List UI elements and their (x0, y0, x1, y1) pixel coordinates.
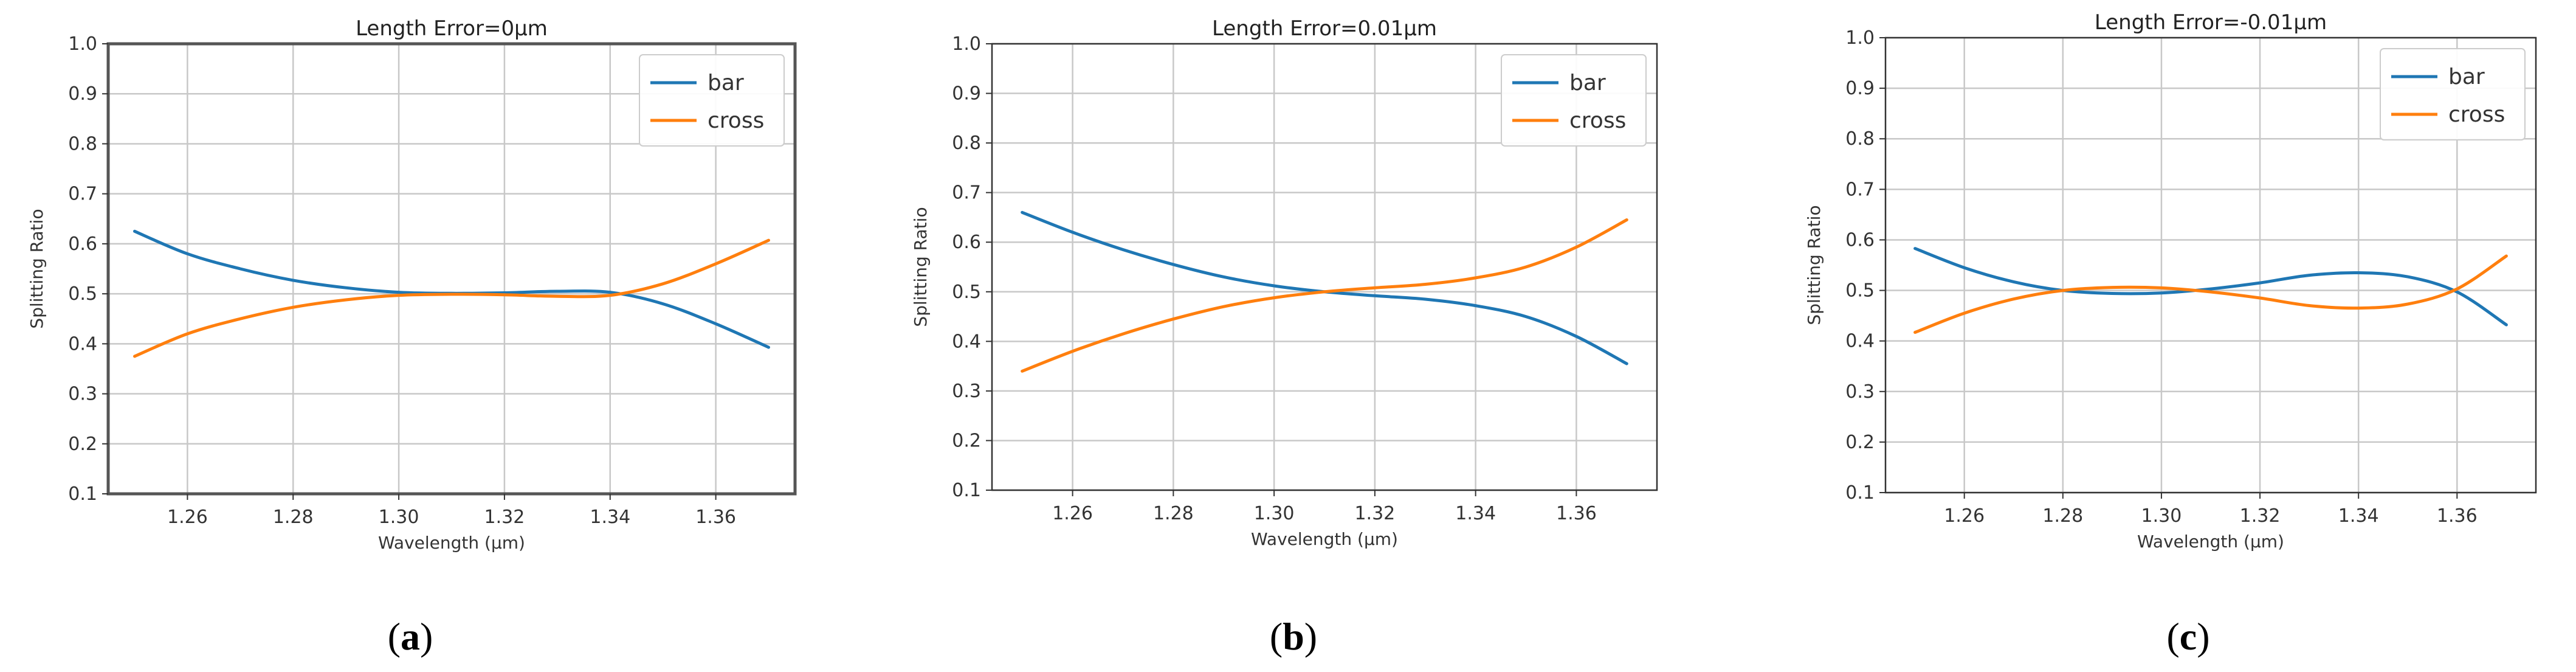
legend-label-bar: bar (2448, 64, 2485, 89)
y-tick-label: 0.1 (952, 480, 981, 501)
y-tick-label: 0.3 (1845, 381, 1875, 403)
x-tick-label: 1.28 (1153, 503, 1194, 524)
x-tick-label: 1.30 (2141, 505, 2182, 527)
x-tick-label: 1.28 (2042, 505, 2083, 527)
y-tick-label: 0.7 (1845, 179, 1875, 200)
series-line-cross (1021, 218, 1628, 373)
panel-label-letter: b (1283, 615, 1304, 658)
panel-label-open: ( (1270, 615, 1283, 658)
y-tick-label: 0.5 (952, 282, 981, 303)
x-tick-label: 1.32 (484, 507, 525, 528)
y-axis-label: Splitting Ratio (27, 209, 47, 328)
y-tick-label: 0.6 (952, 232, 981, 253)
x-tick-label: 1.32 (1354, 503, 1395, 524)
y-tick-label: 0.6 (1845, 229, 1875, 251)
x-tick-label: 1.26 (1052, 503, 1093, 524)
legend: bar cross (1501, 54, 1647, 147)
y-tick-label: 0.6 (68, 234, 97, 255)
x-tick-label: 1.34 (1455, 503, 1496, 524)
panel-label-open: ( (2166, 615, 2179, 658)
y-tick-label: 0.3 (68, 384, 97, 405)
series-line-bar (1913, 247, 2508, 327)
panel-label-open: ( (388, 615, 401, 658)
y-tick-label: 0.8 (952, 133, 981, 154)
legend: bar cross (2380, 48, 2526, 140)
chart-title: Length Error=0.01μm (1212, 16, 1437, 41)
y-tick-label: 0.1 (1845, 482, 1875, 504)
y-tick-label: 0.7 (952, 182, 981, 204)
chart-panel-b: 1.26 1.28 1.30 1.32 1.34 1.36 0.1 0.2 0.3 0.4 0.5 0… (911, 16, 1658, 658)
series-line-cross (133, 238, 770, 358)
y-tick-label: 1.0 (68, 33, 97, 55)
y-tick-label: 0.9 (1845, 78, 1875, 99)
panel-label-letter: c (2180, 615, 2197, 658)
legend-label-bar: bar (1569, 71, 1606, 95)
legend-box (639, 54, 785, 147)
y-tick-label: 0.5 (68, 283, 97, 305)
panel-label-letter: a (401, 615, 420, 658)
chart-panel-c: 1.26 1.28 1.30 1.32 1.34 1.36 0.1 0.2 0.3 0.4 0.5 0… (1804, 10, 2537, 658)
series-line-cross (1913, 254, 2508, 334)
y-tick-label: 0.3 (952, 381, 981, 402)
legend-label-cross: cross (2448, 102, 2505, 127)
axes-frame (106, 42, 797, 496)
y-tick-label: 0.7 (68, 184, 97, 205)
x-tick-label: 1.32 (2240, 505, 2281, 527)
x-tick-label: 1.26 (1944, 505, 1985, 527)
y-tick-label: 0.2 (68, 434, 97, 455)
legend-box (1501, 54, 1647, 147)
y-tick-label: 0.4 (952, 331, 981, 352)
legend: bar cross (639, 54, 785, 147)
chart-panel-a: 1.26 1.28 1.30 1.32 1.34 1.36 0.1 0.2 0.3 0.4 0.5 0… (27, 16, 797, 658)
legend-label-cross: cross (1569, 108, 1626, 133)
panel-label-close: ) (2197, 615, 2209, 658)
x-axis-label: Wavelength (μm) (2137, 532, 2284, 552)
y-tick-label: 1.0 (1845, 27, 1875, 49)
legend-label-cross: cross (708, 108, 764, 133)
y-tick-label: 0.4 (1845, 331, 1875, 352)
x-tick-label: 1.34 (2338, 505, 2379, 527)
x-tick-label: 1.34 (590, 507, 630, 528)
y-tick-label: 0.8 (68, 133, 97, 154)
x-axis-label: Wavelength (μm) (378, 533, 525, 553)
x-tick-label: 1.36 (2437, 505, 2478, 527)
x-tick-label: 1.36 (1556, 503, 1597, 524)
x-axis-label: Wavelength (μm) (1251, 529, 1398, 549)
panel-label: (b) (1270, 615, 1317, 658)
y-tick-label: 1.0 (952, 33, 981, 55)
panel-label: (a) (388, 615, 433, 658)
x-tick-label: 1.30 (1254, 503, 1295, 524)
axes-frame (991, 43, 1658, 491)
y-axis-label: Splitting Ratio (911, 207, 931, 327)
x-tick-label: 1.36 (695, 507, 736, 528)
panel-label-close: ) (1304, 615, 1317, 658)
y-tick-label: 0.9 (952, 83, 981, 105)
y-axis-label: Splitting Ratio (1804, 205, 1824, 325)
y-tick-label: 0.9 (68, 83, 97, 105)
chart-title: Length Error=0μm (356, 16, 548, 41)
y-tick-label: 0.2 (952, 430, 981, 451)
y-tick-label: 0.5 (1845, 280, 1875, 302)
x-tick-label: 1.26 (167, 507, 208, 528)
y-tick-label: 0.4 (68, 333, 97, 355)
x-tick-label: 1.28 (273, 507, 314, 528)
y-tick-label: 0.1 (68, 483, 97, 505)
chart-title: Length Error=-0.01μm (2095, 10, 2327, 35)
legend-label-bar: bar (708, 71, 744, 95)
x-tick-label: 1.30 (379, 507, 419, 528)
y-tick-label: 0.2 (1845, 432, 1875, 453)
panel-label-close: ) (420, 615, 433, 658)
legend-box (2380, 48, 2526, 140)
panel-label: (c) (2166, 615, 2209, 658)
axes-frame (1884, 36, 2537, 494)
y-tick-label: 0.8 (1845, 128, 1875, 150)
